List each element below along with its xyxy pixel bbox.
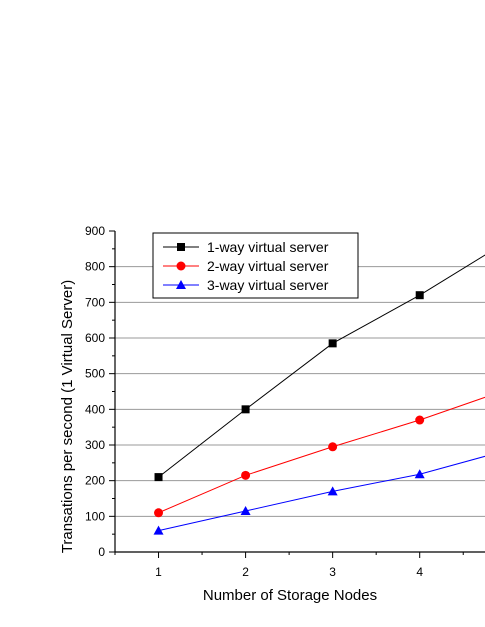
series-line — [158, 455, 485, 532]
legend-marker — [177, 243, 185, 251]
x-axis-title: Number of Storage Nodes — [203, 587, 377, 604]
data-point — [328, 339, 337, 348]
legend-marker — [176, 280, 186, 289]
y-tick-label: 900 — [85, 224, 105, 238]
y-tick-label: 200 — [85, 474, 105, 488]
data-point — [327, 486, 338, 496]
gridlines — [115, 266, 485, 517]
y-axis-title: Transations per second (1 Virtual Server… — [59, 280, 76, 553]
data-point — [154, 508, 164, 518]
y-tick-label: 700 — [85, 295, 105, 309]
series-3 — [153, 455, 485, 535]
x-tick-label: 4 — [416, 565, 423, 579]
legend-label: 2-way virtual server — [207, 258, 329, 274]
series-group — [153, 254, 485, 535]
data-point — [414, 469, 425, 479]
y-tick-label: 100 — [85, 509, 105, 523]
y-tick-label: 300 — [85, 438, 105, 452]
x-tick-label: 2 — [242, 565, 249, 579]
x-tick-label: 3 — [329, 565, 336, 579]
data-point — [328, 442, 338, 452]
data-point — [154, 473, 163, 482]
y-ticks: 0 100 200 300 400 500 600 700 800 900 — [85, 224, 115, 559]
data-point — [415, 291, 424, 300]
legend-marker — [176, 261, 186, 271]
y-tick-label: 0 — [98, 545, 105, 559]
legend-label: 1-way virtual server — [207, 239, 329, 255]
y-tick-label: 800 — [85, 260, 105, 274]
y-tick-label: 600 — [85, 331, 105, 345]
x-ticks: 1 2 3 4 — [114, 552, 464, 579]
legend: 1-way virtual server 2-way virtual server… — [152, 232, 359, 299]
series-2 — [154, 396, 485, 518]
legend-item: 1-way virtual server — [163, 239, 329, 255]
data-point — [241, 470, 251, 480]
legend-item: 3-way virtual server — [163, 277, 329, 293]
data-point — [240, 505, 251, 515]
data-point — [415, 415, 425, 425]
series-1 — [154, 254, 485, 482]
data-point — [241, 405, 250, 414]
x-tick-label: 1 — [155, 565, 162, 579]
legend-item: 2-way virtual server — [163, 258, 329, 274]
legend-label: 3-way virtual server — [207, 277, 329, 293]
y-tick-label: 400 — [85, 402, 105, 416]
data-point — [153, 525, 164, 535]
y-tick-label: 500 — [85, 367, 105, 381]
